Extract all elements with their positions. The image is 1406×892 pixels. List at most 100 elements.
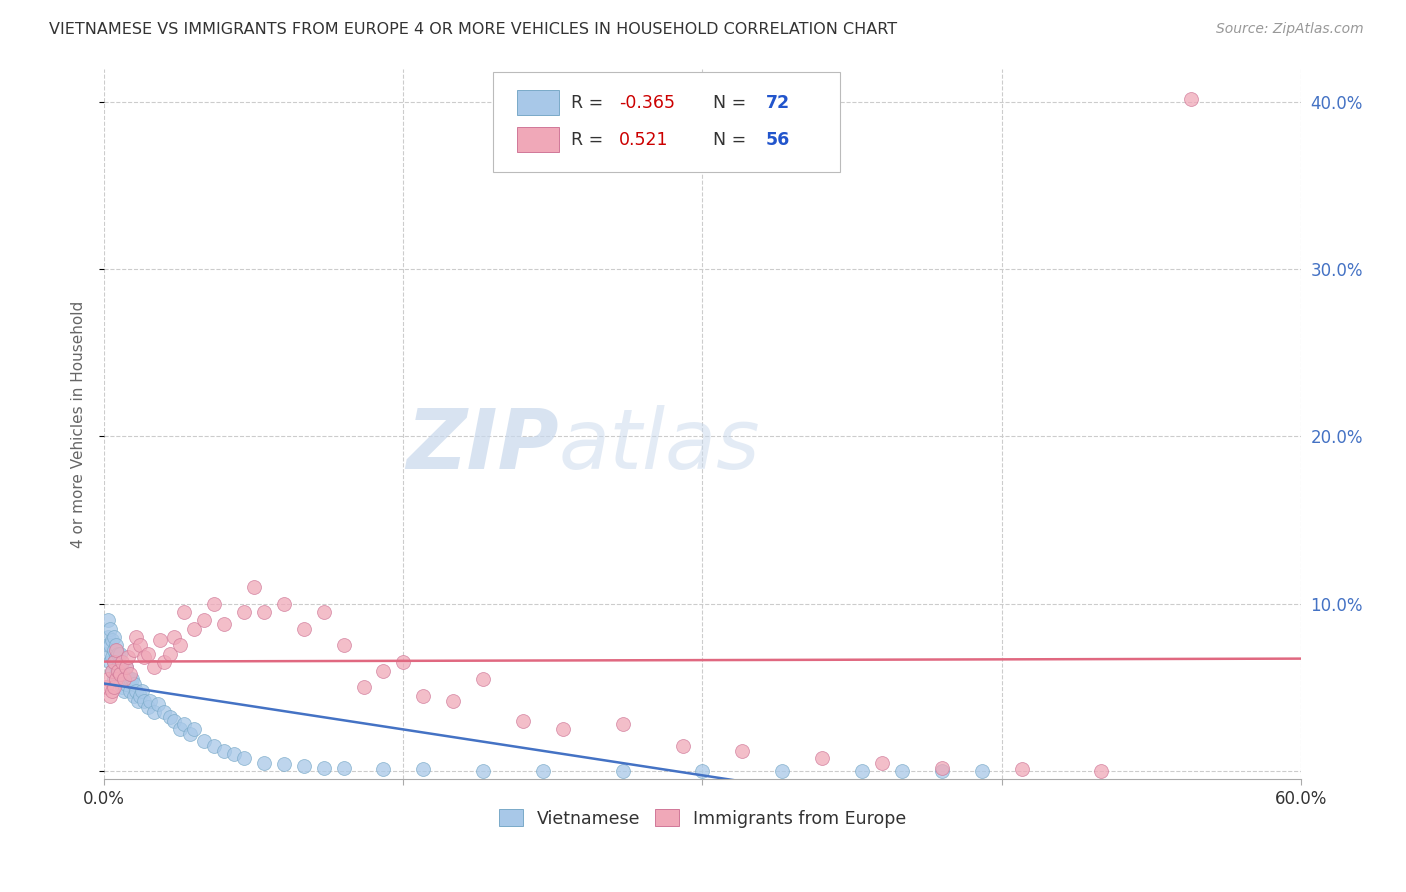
- Text: R =: R =: [571, 130, 614, 149]
- Point: [101, 664, 124, 678]
- Point: [332, 639, 354, 653]
- Point: [183, 722, 205, 736]
- Point: [970, 764, 993, 778]
- Point: [412, 762, 434, 776]
- Point: [153, 706, 176, 720]
- Point: [143, 706, 166, 720]
- Text: 0.521: 0.521: [619, 130, 668, 149]
- Point: [122, 689, 145, 703]
- Point: [112, 672, 135, 686]
- Point: [129, 639, 152, 653]
- Point: [97, 639, 120, 653]
- Point: [173, 717, 195, 731]
- Point: [1180, 92, 1202, 106]
- Point: [103, 672, 125, 686]
- Text: -0.365: -0.365: [619, 94, 675, 112]
- Point: [202, 739, 225, 753]
- Point: [121, 672, 143, 686]
- Point: [183, 622, 205, 636]
- Point: [153, 655, 176, 669]
- Bar: [517, 127, 560, 153]
- Point: [101, 664, 124, 678]
- Text: R =: R =: [571, 94, 609, 112]
- Point: [692, 764, 714, 778]
- Point: [731, 744, 754, 758]
- Point: [811, 750, 834, 764]
- Point: [472, 764, 495, 778]
- Point: [115, 660, 138, 674]
- Point: [222, 747, 245, 761]
- Text: N =: N =: [703, 130, 752, 149]
- Point: [101, 683, 124, 698]
- Point: [392, 655, 415, 669]
- Point: [131, 683, 153, 698]
- Point: [931, 764, 953, 778]
- Point: [120, 672, 142, 686]
- Point: [105, 650, 128, 665]
- Point: [551, 722, 574, 736]
- Point: [1090, 764, 1112, 778]
- Legend: Vietnamese, Immigrants from Europe: Vietnamese, Immigrants from Europe: [492, 803, 912, 835]
- Point: [112, 667, 135, 681]
- Point: [120, 667, 142, 681]
- Point: [115, 660, 138, 674]
- Point: [373, 664, 395, 678]
- Text: N =: N =: [703, 94, 752, 112]
- Point: [110, 667, 132, 681]
- Point: [129, 689, 152, 703]
- Point: [312, 760, 335, 774]
- Point: [120, 683, 142, 698]
- Point: [253, 756, 276, 770]
- Point: [232, 605, 254, 619]
- Point: [96, 647, 118, 661]
- FancyBboxPatch shape: [494, 72, 839, 171]
- Point: [105, 667, 128, 681]
- Point: [105, 672, 128, 686]
- Point: [149, 633, 172, 648]
- Point: [243, 580, 266, 594]
- Point: [163, 630, 186, 644]
- Point: [110, 672, 132, 686]
- Point: [353, 681, 375, 695]
- Point: [890, 764, 912, 778]
- Point: [98, 689, 121, 703]
- Point: [98, 622, 121, 636]
- Point: [173, 605, 195, 619]
- Point: [253, 605, 276, 619]
- Point: [101, 633, 124, 648]
- Point: [139, 693, 162, 707]
- Point: [96, 681, 118, 695]
- Point: [931, 760, 953, 774]
- Point: [112, 683, 135, 698]
- Point: [125, 630, 148, 644]
- Point: [105, 639, 128, 653]
- Text: 56: 56: [766, 130, 790, 149]
- Point: [97, 672, 120, 686]
- Point: [143, 660, 166, 674]
- Point: [612, 717, 634, 731]
- Point: [107, 660, 129, 674]
- Point: [125, 683, 148, 698]
- Point: [412, 689, 434, 703]
- Point: [136, 647, 159, 661]
- Point: [146, 697, 169, 711]
- Point: [612, 764, 634, 778]
- Point: [870, 756, 893, 770]
- Point: [134, 693, 156, 707]
- Point: [179, 727, 201, 741]
- Text: atlas: atlas: [560, 405, 761, 486]
- Text: 72: 72: [766, 94, 790, 112]
- Point: [851, 764, 873, 778]
- Point: [98, 639, 121, 653]
- Point: [441, 693, 464, 707]
- Point: [97, 614, 120, 628]
- Point: [107, 647, 129, 661]
- Point: [159, 710, 181, 724]
- Point: [103, 630, 125, 644]
- Point: [107, 672, 129, 686]
- Text: Source: ZipAtlas.com: Source: ZipAtlas.com: [1216, 22, 1364, 37]
- Point: [159, 647, 181, 661]
- Point: [292, 759, 315, 773]
- Point: [212, 744, 235, 758]
- Point: [103, 655, 125, 669]
